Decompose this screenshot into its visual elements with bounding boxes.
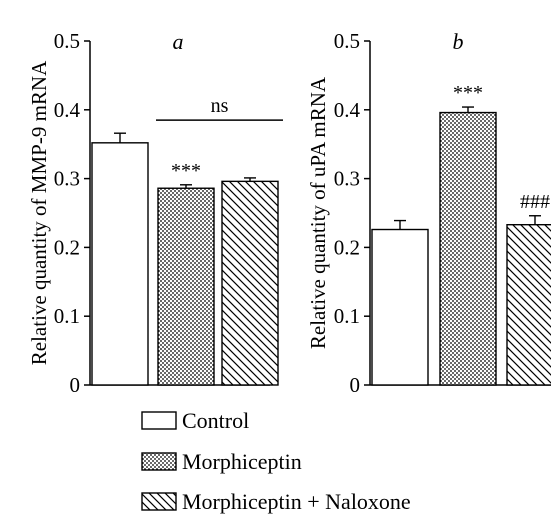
y-tick-label: 0.2 <box>54 235 80 259</box>
significance-label: ### <box>520 191 550 213</box>
y-tick-label: 0.4 <box>334 98 361 122</box>
comparison-label: ns <box>211 95 229 117</box>
y-tick-label: 0.3 <box>54 167 80 191</box>
panel-label: b <box>453 29 464 54</box>
bar <box>91 142 149 386</box>
y-axis-label: Relative quantity of MMP-9 mRNA <box>27 60 51 365</box>
y-tick-label: 0 <box>350 373 361 397</box>
bar <box>221 180 279 386</box>
legend-label-control: Control <box>182 408 249 433</box>
legend-label-combo: Morphiceptin + Naloxone <box>182 489 411 514</box>
legend-swatch-morphiceptin <box>141 452 177 471</box>
legend-label-morphiceptin: Morphiceptin <box>182 449 302 474</box>
y-tick-label: 0.5 <box>54 29 80 53</box>
y-tick-label: 0.5 <box>334 29 360 53</box>
y-tick-label: 0.4 <box>54 98 81 122</box>
panel-label: a <box>173 29 184 54</box>
bar <box>371 228 429 386</box>
y-tick-label: 0.1 <box>334 304 360 328</box>
y-tick-label: 0 <box>70 373 81 397</box>
y-tick-label: 0.2 <box>334 235 360 259</box>
y-tick-label: 0.3 <box>334 167 360 191</box>
significance-label: *** <box>171 160 201 182</box>
bar <box>506 223 551 386</box>
bar <box>157 187 215 386</box>
y-axis-label: Relative quantity of uPA mRNA <box>306 76 330 349</box>
significance-label: *** <box>453 82 483 104</box>
bar <box>439 111 497 386</box>
legend: Control Morphiceptin Morphiceptin + Nalo… <box>141 408 411 514</box>
y-tick-label: 0.1 <box>54 304 80 328</box>
legend-swatch-combo <box>141 492 177 511</box>
legend-swatch-control <box>141 411 177 430</box>
